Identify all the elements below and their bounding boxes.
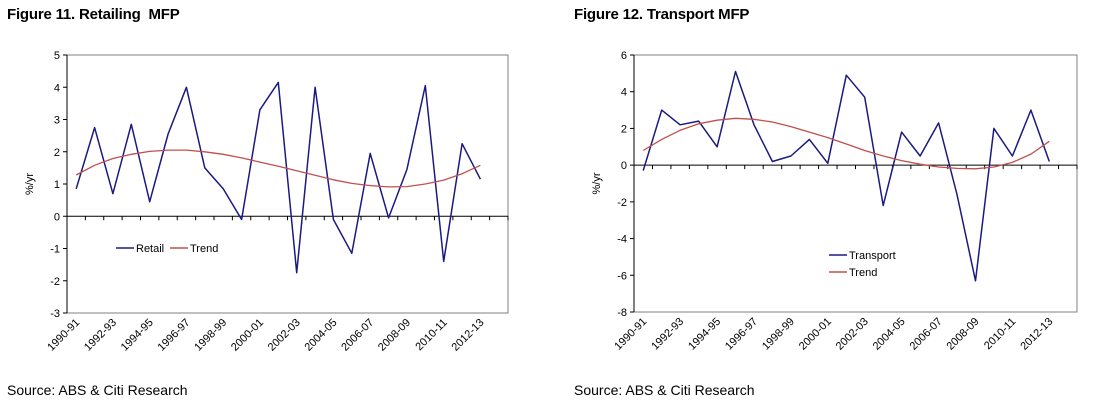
figure-12-title: Figure 12. Transport MFP bbox=[574, 6, 750, 23]
x-tick-label: 1990-91 bbox=[612, 316, 649, 353]
x-tick-label: 2000-01 bbox=[797, 316, 834, 353]
y-tick-label: 2 bbox=[54, 147, 60, 159]
legend-label: Trend bbox=[849, 267, 877, 279]
x-tick-label: 2012-13 bbox=[1018, 316, 1055, 353]
y-tick-label: 4 bbox=[54, 82, 60, 94]
x-tick-label: 2008-09 bbox=[376, 317, 413, 354]
y-axis-label: %/yr bbox=[591, 172, 603, 194]
x-tick-label: 1996-97 bbox=[723, 316, 760, 353]
y-tick-label: 3 bbox=[54, 115, 60, 127]
x-tick-label: 1994-95 bbox=[686, 316, 723, 353]
y-tick-label: -6 bbox=[617, 270, 627, 282]
y-tick-label: -3 bbox=[50, 308, 60, 320]
y-tick-label: 6 bbox=[621, 50, 627, 62]
figure-11-title: Figure 11. Retailing MFP bbox=[7, 6, 180, 23]
y-tick-label: -4 bbox=[617, 234, 627, 246]
y-tick-label: 2 bbox=[621, 123, 627, 135]
x-tick-label: 1998-99 bbox=[760, 316, 797, 353]
x-tick-label: 2012-13 bbox=[450, 317, 487, 354]
figure-12-source: Source: ABS & Citi Research bbox=[574, 382, 755, 398]
x-tick-label: 2004-05 bbox=[871, 316, 908, 353]
y-tick-label: 4 bbox=[621, 87, 627, 99]
x-tick-label: 2006-07 bbox=[908, 316, 945, 353]
y-tick-label: -2 bbox=[50, 276, 60, 288]
x-tick-label: 2010-11 bbox=[982, 316, 1018, 352]
y-tick-label: 0 bbox=[54, 211, 60, 223]
legend-label: Trend bbox=[190, 243, 218, 255]
x-tick-label: 1996-97 bbox=[156, 317, 193, 354]
legend-label: Retail bbox=[136, 243, 164, 255]
x-tick-label: 2004-05 bbox=[303, 317, 340, 354]
x-tick-label: 2008-09 bbox=[945, 316, 982, 353]
figure-11-chart: -3 -2 -1 0 1 2 3 4 5 1990-91 1992-93 1994-95 1996-97… bbox=[24, 50, 509, 354]
y-tick-label: -2 bbox=[617, 197, 627, 209]
x-tick-label: 2006-07 bbox=[339, 317, 376, 354]
x-tick-label: 1992-93 bbox=[649, 316, 686, 353]
trend-line bbox=[75, 149, 481, 188]
x-tick-label: 1998-99 bbox=[192, 317, 229, 354]
x-tick-label: 1992-93 bbox=[82, 317, 119, 354]
x-tick-label: 2002-03 bbox=[266, 317, 303, 354]
trend-line bbox=[642, 117, 1050, 170]
figure-11-panel: Figure 11. Retailing MFP -3 -2 -1 0 1 2 3 4 5 199… bbox=[0, 0, 540, 406]
x-tick-label: 1990-91 bbox=[45, 317, 82, 354]
x-tick-label: 2002-03 bbox=[834, 316, 871, 353]
series-line-transport bbox=[642, 70, 1051, 282]
legend-label: Transport bbox=[849, 250, 896, 262]
y-tick-label: 0 bbox=[621, 160, 627, 172]
x-tick-label: 1994-95 bbox=[119, 317, 156, 354]
figure-11-source: Source: ABS & Citi Research bbox=[7, 382, 188, 398]
x-tick-label: 2010-11 bbox=[413, 317, 449, 353]
figure-12-panel: Figure 12. Transport MFP -8 -6 -4 -2 0 2 4 6 199… bbox=[567, 0, 1097, 406]
x-tick-label: 2000-01 bbox=[229, 317, 266, 354]
y-tick-label: 1 bbox=[54, 179, 60, 191]
figure-12-chart: -8 -6 -4 -2 0 2 4 6 1990-91 1992-93 1994-95 1996-97… bbox=[591, 50, 1078, 353]
y-tick-label: -1 bbox=[50, 244, 60, 256]
y-tick-label: -8 bbox=[617, 307, 627, 319]
y-tick-label: 5 bbox=[54, 50, 60, 62]
series-line-retail bbox=[75, 81, 482, 274]
y-axis-label: %/yr bbox=[24, 173, 36, 195]
